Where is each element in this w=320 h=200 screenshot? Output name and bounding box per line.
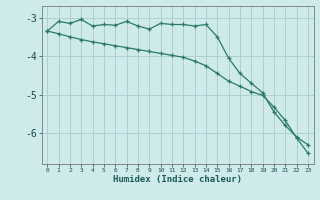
X-axis label: Humidex (Indice chaleur): Humidex (Indice chaleur) <box>113 175 242 184</box>
